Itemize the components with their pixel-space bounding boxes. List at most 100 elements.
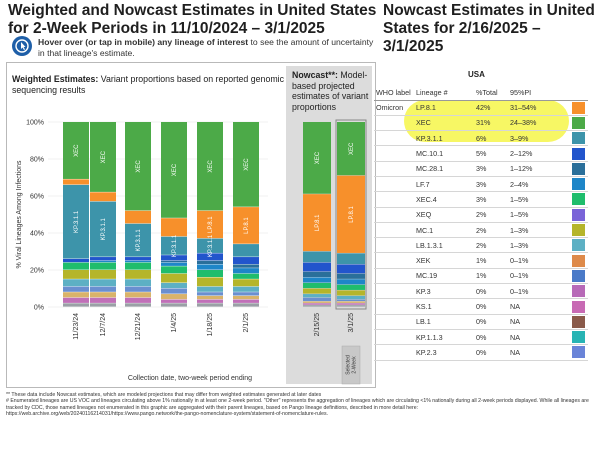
header-lineage: Lineage # bbox=[414, 86, 474, 101]
swatch-cell bbox=[570, 115, 588, 132]
total-cell: 0% bbox=[474, 298, 508, 315]
bar-segment bbox=[161, 255, 187, 261]
lineage-color-swatch bbox=[572, 224, 585, 237]
stacked-bar-chart: 0% 20% 40% 60% 80% 100% % Viral Lineages Among… bbox=[16, 119, 367, 385]
who-label-cell bbox=[374, 130, 414, 147]
total-cell: 1% bbox=[474, 252, 508, 269]
bar-segment bbox=[303, 303, 331, 305]
lineage-color-swatch bbox=[572, 300, 585, 313]
swatch-cell bbox=[570, 237, 588, 254]
pi-cell: NA bbox=[508, 298, 570, 315]
table-row[interactable]: MC.10.1 5% 2–12% bbox=[374, 145, 588, 162]
footnote-1: ** These data include Nowcast estimates,… bbox=[6, 392, 322, 398]
bar-segment bbox=[90, 262, 116, 270]
hand-pointer-icon bbox=[12, 36, 32, 56]
bar-segment bbox=[125, 297, 151, 303]
y-tick-label: 60% bbox=[30, 194, 44, 201]
bar-segment bbox=[233, 264, 259, 268]
pi-cell: 24–38% bbox=[508, 115, 570, 132]
bar-segment bbox=[125, 262, 151, 270]
lineage-color-swatch bbox=[572, 315, 585, 328]
bar-segment bbox=[303, 297, 331, 302]
who-label-cell bbox=[374, 176, 414, 193]
who-label-cell bbox=[374, 191, 414, 208]
pi-cell: NA bbox=[508, 344, 570, 361]
table-row[interactable]: LF.7 3% 2–4% bbox=[374, 176, 588, 193]
table-row[interactable]: MC.28.1 3% 1–12% bbox=[374, 161, 588, 177]
bar-segment bbox=[161, 260, 187, 263]
bar-data-label: LP.8.1 bbox=[349, 206, 355, 223]
lineage-color-swatch bbox=[572, 101, 585, 114]
table-row[interactable]: XEQ 2% 1–5% bbox=[374, 207, 588, 223]
pi-cell: 3–9% bbox=[508, 130, 570, 147]
selected-bar-outline bbox=[335, 119, 367, 310]
table-region: USA bbox=[468, 70, 485, 79]
swatch-cell bbox=[570, 344, 588, 361]
bar-segment bbox=[161, 282, 187, 289]
table-row[interactable]: KP.1.1.3 0% NA bbox=[374, 329, 588, 346]
y-axis-title: % Viral Lineages Among Infections bbox=[16, 160, 23, 269]
bar-segment bbox=[197, 303, 223, 307]
bar-segment bbox=[197, 295, 223, 300]
swatch-cell bbox=[570, 252, 588, 269]
table-row[interactable]: XEK 1% 0–1% bbox=[374, 252, 588, 269]
bar-segment bbox=[63, 258, 89, 263]
bar-segment bbox=[125, 260, 151, 263]
bar-segment bbox=[303, 122, 331, 194]
swatch-cell bbox=[570, 283, 588, 300]
pi-cell: 0–1% bbox=[508, 252, 570, 269]
total-cell: 3% bbox=[474, 161, 508, 177]
hover-instructions-rest: to see the amount of uncertainty in that… bbox=[38, 37, 374, 58]
footnote-3[interactable]: https://web.archive.org/web/202401162140… bbox=[6, 411, 328, 418]
pi-cell: 2–4% bbox=[508, 176, 570, 193]
x-tick-label: 2/1/25 bbox=[243, 313, 250, 333]
table-row[interactable]: KP.3 0% 0–1% bbox=[374, 283, 588, 300]
footnotes: ** These data include Nowcast estimates,… bbox=[6, 392, 598, 418]
lineage-color-swatch bbox=[572, 193, 585, 206]
bar-segment bbox=[63, 270, 89, 279]
table-row[interactable]: XEC.4 3% 1–5% bbox=[374, 191, 588, 208]
nowcast-label: Nowcast**: Model-based projected estimat… bbox=[292, 70, 372, 112]
table-row[interactable]: KP.2.3 0% NA bbox=[374, 344, 588, 361]
table-row[interactable]: KS.1 0% NA bbox=[374, 298, 588, 315]
bar-segment bbox=[303, 305, 331, 307]
bar-segment bbox=[63, 286, 89, 292]
who-label-cell bbox=[374, 207, 414, 223]
bar-segment bbox=[233, 268, 259, 274]
lineage-color-swatch bbox=[572, 331, 585, 344]
bar-data-label: LP.8.1 bbox=[315, 214, 321, 231]
table-row[interactable]: XEC 31% 24–38% bbox=[374, 115, 588, 132]
total-cell: 0% bbox=[474, 314, 508, 330]
table-row[interactable]: LB.1.3.1 2% 1–3% bbox=[374, 237, 588, 254]
bar-segment bbox=[337, 279, 365, 285]
who-label-cell bbox=[374, 268, 414, 285]
table-row[interactable]: KP.3.1.1 6% 3–9% bbox=[374, 130, 588, 147]
pi-cell: 0–1% bbox=[508, 283, 570, 300]
table-row[interactable]: LB.1 0% NA bbox=[374, 314, 588, 330]
lineage-cell: LB.1 bbox=[414, 314, 474, 330]
swatch-cell bbox=[570, 191, 588, 208]
lineage-cell: MC.28.1 bbox=[414, 161, 474, 177]
bar-data-label: XEC bbox=[101, 150, 107, 163]
lineage-color-swatch bbox=[572, 178, 585, 191]
table-row[interactable]: Omicron LP.8.1 42% 31–54% bbox=[374, 100, 588, 116]
bar-segment bbox=[161, 122, 187, 218]
table-row[interactable]: MC.19 1% 0–1% bbox=[374, 268, 588, 285]
who-label-cell bbox=[374, 222, 414, 239]
lineage-color-swatch bbox=[572, 162, 585, 175]
bar-segment bbox=[233, 244, 259, 257]
bar-segment bbox=[63, 184, 89, 259]
bar-segment bbox=[233, 257, 259, 265]
lineage-color-swatch bbox=[572, 269, 585, 282]
pi-cell: 2–12% bbox=[508, 145, 570, 162]
table-row[interactable]: MC.1 2% 1–3% bbox=[374, 222, 588, 239]
who-label-cell bbox=[374, 283, 414, 300]
bar-segment bbox=[197, 286, 223, 292]
lineage-cell: MC.19 bbox=[414, 268, 474, 285]
pi-cell: 1–3% bbox=[508, 222, 570, 239]
bar-segment bbox=[233, 286, 259, 292]
bar-segment bbox=[161, 273, 187, 283]
bar-segment bbox=[337, 305, 365, 307]
lineage-cell: KP.2.3 bbox=[414, 344, 474, 361]
bar-segment bbox=[63, 179, 89, 185]
